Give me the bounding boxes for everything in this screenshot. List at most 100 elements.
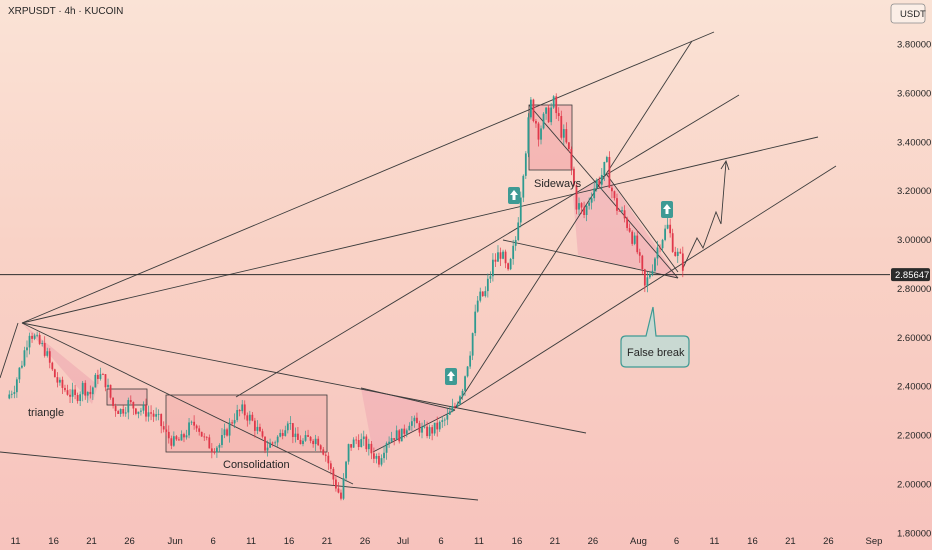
candle-body xyxy=(36,334,39,336)
candle-body xyxy=(233,420,236,424)
candle-body xyxy=(274,442,277,444)
candle-body xyxy=(236,410,239,421)
arrow-up-icon xyxy=(661,201,673,218)
trend-line[interactable] xyxy=(528,104,679,279)
x-tick-label: Jun xyxy=(167,536,182,547)
candle-body xyxy=(405,430,408,434)
y-axis[interactable]: 3.80000 3.60000 3.40000 3.20000 3.00000 2.800… xyxy=(897,40,931,540)
candle-body xyxy=(600,174,603,185)
candle-body xyxy=(28,335,31,348)
candle-body xyxy=(426,426,428,437)
candle-body xyxy=(119,408,122,414)
candle-body xyxy=(524,153,527,176)
candle-body xyxy=(26,347,28,351)
trend-line[interactable] xyxy=(0,451,479,501)
candle-body xyxy=(91,387,94,395)
trend-line[interactable] xyxy=(454,40,693,409)
candle-body xyxy=(216,447,218,453)
trend-line[interactable] xyxy=(360,387,456,411)
x-tick-label: 21 xyxy=(785,536,796,547)
candle-body xyxy=(621,210,623,212)
candle-body xyxy=(71,389,74,397)
trend-line[interactable] xyxy=(606,174,679,273)
candle-body xyxy=(623,210,626,219)
candle-body xyxy=(18,367,21,380)
candle-body xyxy=(583,207,585,216)
candle-body xyxy=(307,435,309,437)
y-tick-label: 1.80000 xyxy=(897,528,931,539)
trend-lines[interactable] xyxy=(0,31,837,501)
candle-body xyxy=(395,430,398,440)
candle-body xyxy=(152,413,155,417)
candle-body xyxy=(481,291,484,297)
candle-body xyxy=(578,203,580,210)
candle-body xyxy=(86,391,89,396)
candle-body xyxy=(451,405,454,412)
candle-body xyxy=(504,251,507,264)
candle-body xyxy=(266,447,269,451)
candle-body xyxy=(332,468,335,480)
arrow-up-icon xyxy=(508,187,520,204)
candle-body xyxy=(294,433,297,437)
y-tick-label: 2.60000 xyxy=(897,333,931,344)
trend-line[interactable] xyxy=(21,322,354,485)
candle-body xyxy=(48,351,51,363)
candle-body xyxy=(666,224,669,229)
trend-line[interactable] xyxy=(21,322,587,434)
candle-body xyxy=(633,235,636,244)
candle-body xyxy=(428,427,431,437)
y-tick-label: 3.80000 xyxy=(897,40,931,51)
candle-body xyxy=(286,423,289,431)
candle-body xyxy=(605,157,608,162)
candle-body xyxy=(664,228,666,240)
candle-body xyxy=(385,443,388,453)
candle-body xyxy=(654,258,656,271)
candle-body xyxy=(431,427,434,434)
candle-body xyxy=(350,444,353,448)
candle-body xyxy=(651,270,654,275)
candle-body xyxy=(590,198,593,203)
candle-body xyxy=(357,440,360,447)
candle-body xyxy=(269,442,271,448)
candle-body xyxy=(297,433,299,440)
candle-body xyxy=(570,148,573,169)
candle-body xyxy=(21,365,23,368)
candle-body xyxy=(170,438,173,446)
candle-body xyxy=(195,425,198,429)
x-axis[interactable]: 11 16 21 26 Jun 6 11 16 21 26 Jul 6 11 16 21 26 Aug 6 11 16… xyxy=(11,536,883,547)
x-tick-label: 16 xyxy=(512,536,523,547)
candle-body xyxy=(593,188,596,199)
candle-body xyxy=(256,426,259,431)
candle-body xyxy=(51,362,54,370)
candle-body xyxy=(438,421,441,430)
candle-body xyxy=(155,414,158,417)
candle-body xyxy=(370,443,373,454)
candle-body xyxy=(375,455,378,459)
trend-line[interactable] xyxy=(502,239,679,279)
trend-line[interactable] xyxy=(0,322,19,379)
candle-body xyxy=(190,421,193,423)
candle-body xyxy=(109,384,112,398)
candle-body xyxy=(562,129,565,138)
candle-body xyxy=(99,374,102,379)
candle-body xyxy=(681,253,684,271)
candle-body xyxy=(347,444,350,462)
candle-body xyxy=(461,390,464,397)
trend-line[interactable] xyxy=(454,165,837,409)
candle-body xyxy=(213,452,216,453)
candle-body xyxy=(299,439,302,445)
false-break-callout[interactable]: False break xyxy=(620,306,690,368)
candle-body xyxy=(129,400,132,403)
trend-line[interactable] xyxy=(21,136,819,324)
candle-body xyxy=(474,311,477,334)
candle-body xyxy=(459,396,461,405)
candle-body xyxy=(107,384,109,388)
current-price-badge[interactable]: 2.85647 xyxy=(891,268,930,282)
candle-body xyxy=(383,452,385,459)
candle-body xyxy=(649,274,651,278)
candle-body xyxy=(372,453,375,459)
candle-body xyxy=(329,463,332,469)
currency-badge[interactable]: USDT xyxy=(890,3,926,24)
trend-line[interactable] xyxy=(235,94,740,398)
